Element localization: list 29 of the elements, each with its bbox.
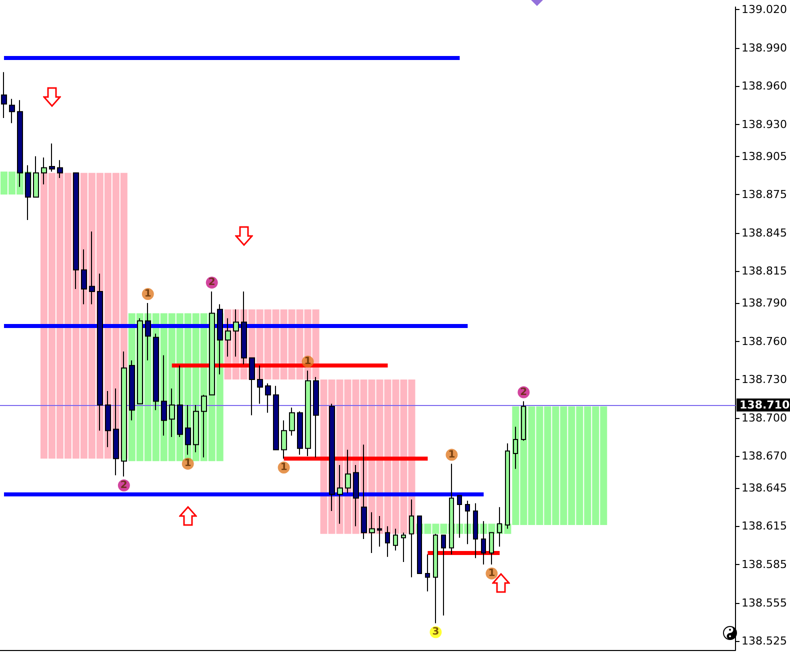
y-tick-label: 138.555 — [742, 596, 788, 610]
y-tick-label: 138.585 — [742, 558, 788, 572]
y-tick-label: 138.875 — [742, 188, 788, 202]
y-tick-label: 138.990 — [742, 41, 788, 54]
y-tick-label: 138.670 — [742, 450, 788, 463]
y-tick-label: 138.815 — [742, 264, 788, 278]
text: 1 — [184, 458, 192, 470]
y-tick-label: 138.700 — [742, 411, 788, 424]
ref-line-label: 138.710 — [740, 398, 790, 412]
y-tick-label: 138.905 — [742, 150, 788, 163]
y-tick-label: 139.020 — [742, 3, 788, 16]
y-tick-label: 138.615 — [742, 520, 788, 533]
y-tick-label: 138.760 — [742, 334, 788, 348]
y-tick-label: 138.645 — [742, 481, 788, 494]
y-tick-label: 138.845 — [742, 226, 788, 240]
series-label: 1 — [144, 288, 152, 300]
y-tick-label: 138.930 — [742, 118, 788, 131]
series-label: 2 — [120, 480, 128, 491]
text: 1 — [304, 356, 312, 368]
text: 2 — [520, 386, 528, 398]
y-tick-label: 138.960 — [742, 80, 788, 93]
series-label: 3 — [432, 626, 440, 638]
text: 1 — [448, 449, 456, 460]
text: 2 — [208, 277, 216, 288]
text: 1 — [280, 462, 288, 474]
y-tick-label: 138.525 — [742, 634, 788, 648]
y-tick-label: 138.790 — [742, 296, 788, 310]
y-tick-label: 138.730 — [742, 373, 788, 386]
text: 1 — [488, 568, 496, 579]
